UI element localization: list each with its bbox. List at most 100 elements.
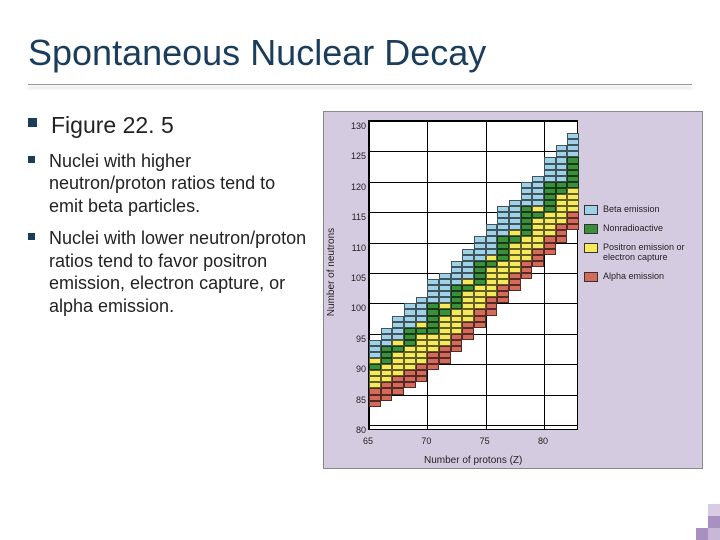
- legend-swatch: [584, 224, 598, 234]
- nuclide-cell: [416, 352, 428, 358]
- bullet-2: Nuclei with lower neutron/proton ratios …: [28, 227, 313, 317]
- nuclide-cell: [509, 261, 521, 267]
- nuclide-cell: [544, 243, 556, 249]
- nuclide-cell: [521, 200, 533, 206]
- legend-label: Beta emission: [603, 204, 660, 214]
- nuclide-cell: [509, 249, 521, 255]
- nuclide-cell: [427, 285, 439, 291]
- nuclide-cell: [497, 267, 509, 273]
- bullet-0: Figure 22. 5: [28, 111, 313, 140]
- nuclide-cell: [521, 267, 533, 273]
- nuclide-cell: [416, 316, 428, 322]
- nuclide-cell: [416, 297, 428, 303]
- nuclide-cell: [369, 388, 381, 394]
- nuclide-cell: [497, 291, 509, 297]
- nuclide-cell: [439, 340, 451, 346]
- nuclide-cell: [509, 279, 521, 285]
- nuclide-cell: [462, 309, 474, 315]
- nuclide-cell: [369, 395, 381, 401]
- nuclide-cell: [497, 212, 509, 218]
- nuclide-cell: [521, 206, 533, 212]
- nuclide-cell: [369, 352, 381, 358]
- nuclide-cell: [497, 285, 509, 291]
- chart-column: Number of neutrons Number of protons (Z)…: [323, 111, 708, 469]
- nuclide-cell: [521, 243, 533, 249]
- nuclide-cell: [556, 188, 568, 194]
- nuclide-cell: [532, 218, 544, 224]
- legend-swatch: [584, 205, 598, 215]
- nuclide-cell: [509, 285, 521, 291]
- nuclide-cell: [369, 346, 381, 352]
- nuclide-cell: [486, 297, 498, 303]
- nuclide-cell: [509, 200, 521, 206]
- nuclide-cell: [556, 224, 568, 230]
- bullet-text: Nuclei with lower neutron/proton ratios …: [49, 227, 313, 317]
- nuclide-cell: [451, 303, 463, 309]
- nuclide-cell: [544, 170, 556, 176]
- nuclide-cell: [392, 352, 404, 358]
- nuclide-cell: [521, 249, 533, 255]
- nuclide-cell: [462, 334, 474, 340]
- nuclide-cell: [451, 261, 463, 267]
- nuclide-cell: [439, 322, 451, 328]
- nuclide-cell: [544, 200, 556, 206]
- y-tick-label: 130: [346, 121, 366, 131]
- nuclide-cell: [544, 249, 556, 255]
- nuclide-cell: [532, 212, 544, 218]
- nuclide-cell: [521, 224, 533, 230]
- nuclide-cell: [369, 340, 381, 346]
- nuclide-cell: [567, 164, 579, 170]
- nuclide-cell: [416, 376, 428, 382]
- nuclide-cell: [462, 316, 474, 322]
- x-axis-label: Number of protons (Z): [424, 455, 522, 466]
- y-tick-label: 115: [346, 212, 366, 222]
- nuclide-cell: [486, 291, 498, 297]
- legend-item: Beta emission: [584, 204, 696, 215]
- nuclide-cell: [369, 358, 381, 364]
- nuclide-cell: [509, 230, 521, 236]
- nuclide-cell: [404, 309, 416, 315]
- nuclide-cell: [567, 157, 579, 163]
- nuclide-cell: [439, 303, 451, 309]
- nuclide-cell: [462, 303, 474, 309]
- nuclide-cell: [544, 157, 556, 163]
- nuclide-cell: [474, 297, 486, 303]
- nuclide-cell: [486, 261, 498, 267]
- nuclide-cell: [451, 267, 463, 273]
- nuclide-cell: [521, 218, 533, 224]
- nuclide-cell: [381, 382, 393, 388]
- nuclide-cell: [427, 291, 439, 297]
- y-tick-label: 85: [346, 395, 366, 405]
- nuclide-cell: [369, 364, 381, 370]
- nuclide-cell: [567, 200, 579, 206]
- nuclide-cell: [486, 236, 498, 242]
- nuclide-cell: [404, 376, 416, 382]
- nuclide-cell: [509, 255, 521, 261]
- nuclide-cell: [474, 249, 486, 255]
- nuclide-cell: [381, 370, 393, 376]
- nuclide-cell: [556, 151, 568, 157]
- nuclide-cell: [509, 267, 521, 273]
- nuclide-cell: [497, 230, 509, 236]
- nuclide-cell: [532, 200, 544, 206]
- nuclide-cell: [451, 322, 463, 328]
- x-tick-label: 75: [476, 436, 494, 446]
- y-tick-label: 105: [346, 273, 366, 283]
- nuclide-cell: [404, 303, 416, 309]
- nuclide-cell: [556, 236, 568, 242]
- nuclide-cell: [532, 236, 544, 242]
- nuclide-cell: [392, 388, 404, 394]
- nuclide-cell: [486, 255, 498, 261]
- nuclide-cell: [427, 279, 439, 285]
- nuclide-cell: [521, 261, 533, 267]
- nuclide-cell: [427, 358, 439, 364]
- nuclide-cell: [451, 273, 463, 279]
- nuclide-cell: [381, 328, 393, 334]
- nuclide-cell: [392, 340, 404, 346]
- nuclide-cell: [462, 328, 474, 334]
- nuclide-cell: [474, 309, 486, 315]
- nuclide-cell: [486, 243, 498, 249]
- x-tick-label: 80: [534, 436, 552, 446]
- nuclide-cell: [521, 212, 533, 218]
- nuclide-cell: [521, 182, 533, 188]
